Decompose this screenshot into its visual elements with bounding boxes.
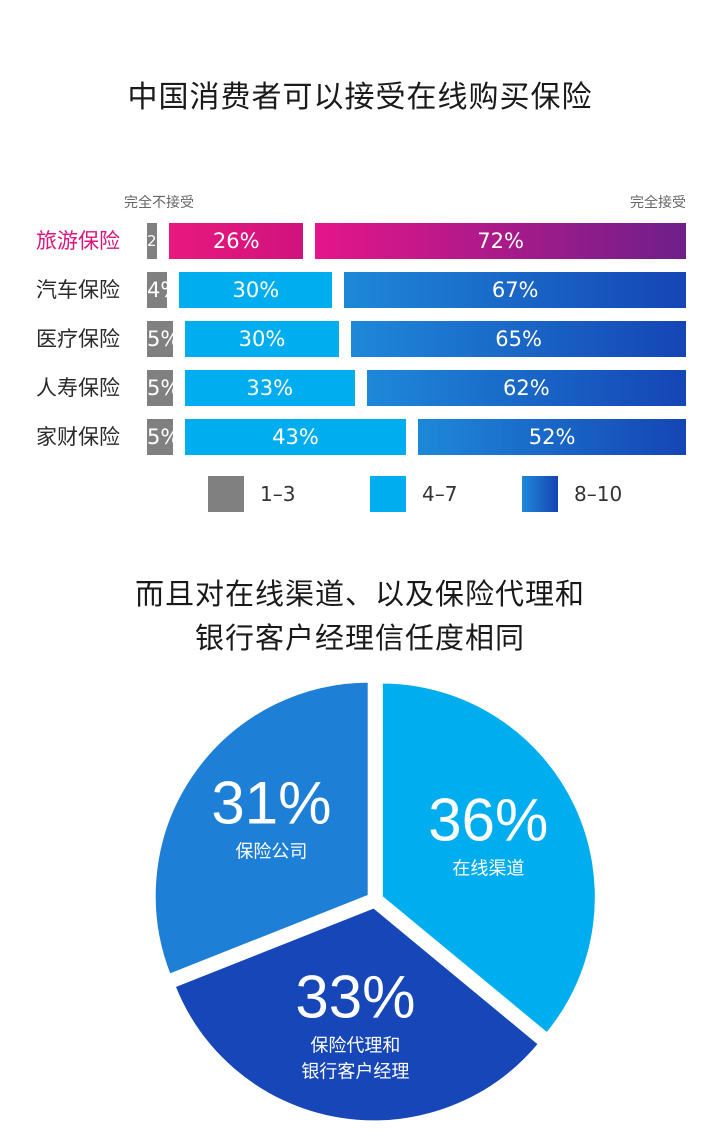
- bar-row: 旅游保险 2% 26% 72%: [0, 223, 720, 263]
- category-label: 家财保险: [36, 425, 120, 449]
- bar-row: 人寿保险 5% 33% 62%: [0, 370, 720, 410]
- pie-category-label: 保险代理和: [310, 1036, 400, 1057]
- legend-label: 8–10: [574, 482, 623, 506]
- chart-title-bottom: 而且对在线渠道、以及保险代理和 银行客户经理信任度相同: [0, 572, 720, 660]
- bar-segment-high: 65%: [351, 321, 686, 357]
- scale-left-label: 完全不接受: [124, 195, 194, 211]
- bar-segment-low: 2%: [147, 223, 158, 259]
- bar-segment-mid: 26%: [169, 223, 304, 259]
- pie-category-label: 银行客户经理: [301, 1062, 409, 1083]
- pie-category-label: 在线渠道: [452, 859, 524, 880]
- legend-swatch: [370, 476, 406, 512]
- bar-segment-mid: 43%: [184, 419, 407, 455]
- chart-title-bottom-line2: 银行客户经理信任度相同: [194, 621, 525, 655]
- pie-slice: [152, 680, 371, 978]
- pie-percent-label: 36%: [428, 787, 548, 854]
- legend-swatch: [522, 476, 558, 512]
- bar-row: 汽车保险 4% 30% 67%: [0, 272, 720, 312]
- category-label: 医疗保险: [36, 327, 120, 351]
- bar-row: 医疗保险 5% 30% 65%: [0, 321, 720, 361]
- bar-segment-low: 4%: [147, 272, 168, 308]
- category-label: 人寿保险: [36, 376, 120, 400]
- pie-slice: [379, 680, 598, 1037]
- bar-segment-low: 5%: [147, 370, 173, 406]
- bar-segment-low: 5%: [147, 419, 173, 455]
- bar-segment-high: 67%: [344, 272, 686, 308]
- chart-title-bottom-line1: 而且对在线渠道、以及保险代理和: [134, 577, 585, 611]
- bar-segment-mid: 33%: [184, 370, 355, 406]
- pie-category-label: 保险公司: [235, 842, 307, 863]
- chart-title-top: 中国消费者可以接受在线购买保险: [127, 80, 593, 115]
- pie-slice: [172, 905, 542, 1124]
- pie-percent-label: 33%: [295, 964, 415, 1031]
- bar-segment-high: 62%: [366, 370, 686, 406]
- legend-label: 4–7: [422, 482, 458, 506]
- category-label: 汽车保险: [36, 278, 120, 302]
- bar-segment-high: 52%: [418, 419, 686, 455]
- bar-segment-mid: 30%: [184, 321, 340, 357]
- bar-segment-high: 72%: [315, 223, 686, 259]
- pie-percent-label: 31%: [211, 770, 331, 837]
- bar-row: 家财保险 5% 43% 52%: [0, 419, 720, 459]
- category-label: 旅游保险: [36, 229, 120, 253]
- legend-label: 1–3: [260, 482, 296, 506]
- scale-right-label: 完全接受: [630, 195, 686, 211]
- bar-segment-low: 5%: [147, 321, 173, 357]
- legend-swatch: [208, 476, 244, 512]
- bar-segment-mid: 30%: [179, 272, 333, 308]
